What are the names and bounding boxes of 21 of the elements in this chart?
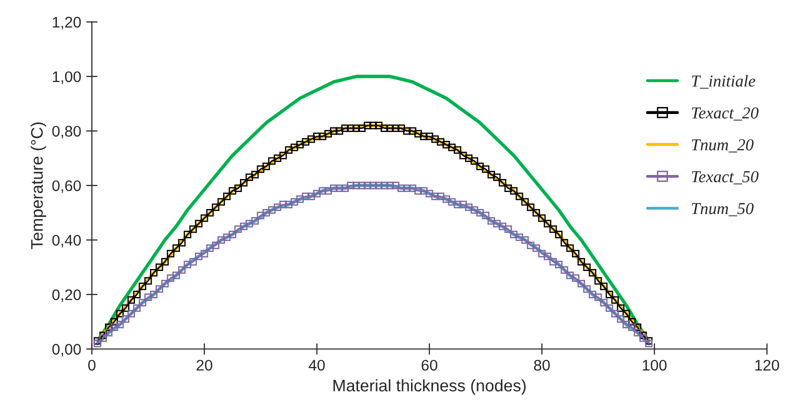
y-tick-label: 1,20 [52, 16, 81, 30]
legend-label: T_initiale [692, 74, 756, 89]
legend-label: Texact_50 [692, 171, 758, 184]
legend-label: Texact_20 [692, 107, 758, 121]
y-tick-label: 1,00 [52, 71, 81, 84]
x-tick-label: 80 [534, 360, 550, 371]
y-axis-title: Temperature (°C) [30, 122, 46, 250]
legend-label: Tnum_20 [692, 139, 754, 152]
x-tick-label: 60 [422, 360, 438, 371]
x-axis-title: Material thickness (nodes) [334, 379, 526, 395]
y-tick-label: 0,20 [52, 289, 81, 302]
x-tick-label: 20 [196, 360, 212, 371]
y-tick-label: 0,00 [52, 344, 81, 356]
y-tick-label: 0,40 [52, 234, 81, 248]
y-tick-label: 0,60 [52, 180, 81, 193]
x-tick-label: 120 [755, 360, 780, 371]
x-tick-label: 40 [308, 360, 325, 371]
x-tick-label: 100 [642, 360, 667, 371]
x-tick-label: 0 [88, 360, 96, 371]
y-tick-label: 0,80 [52, 126, 81, 138]
legend-label: Tnum_50 [692, 202, 754, 216]
